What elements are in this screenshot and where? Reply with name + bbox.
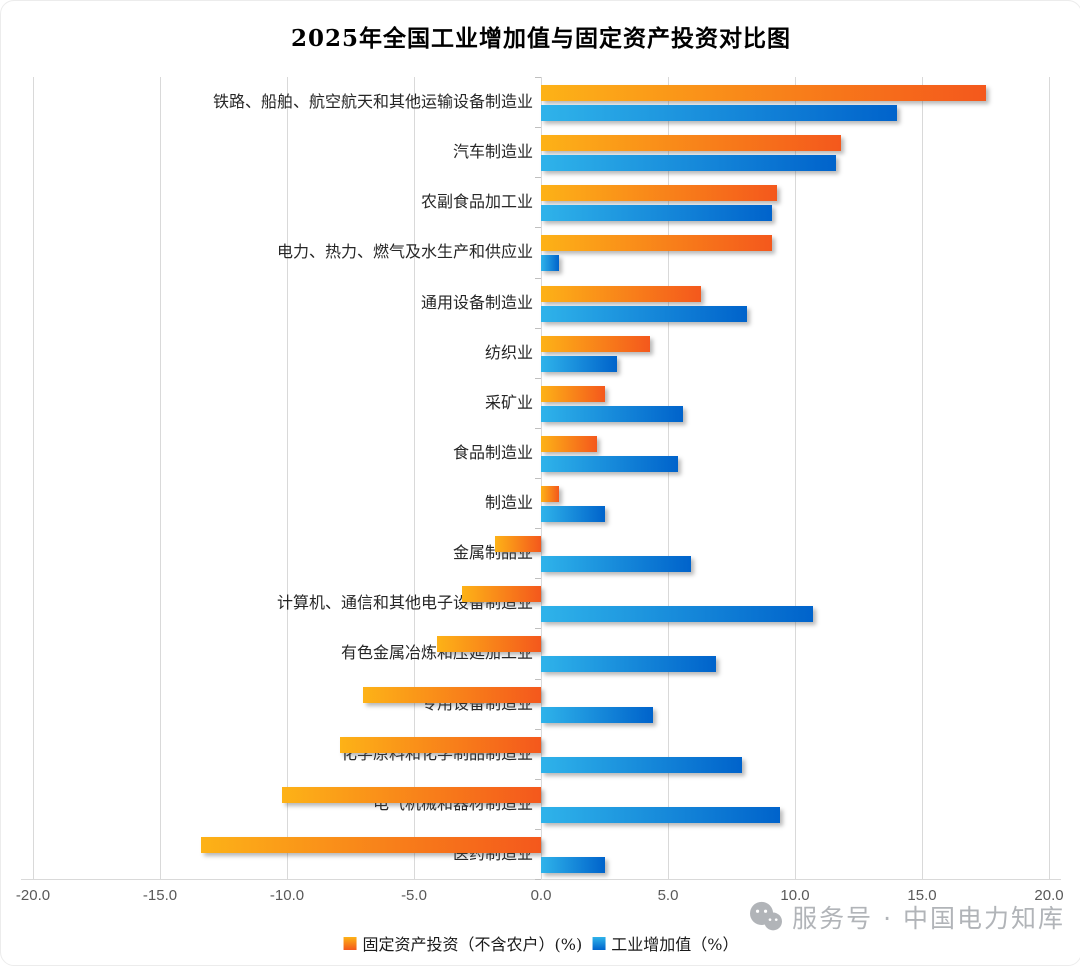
legend-label: 固定资产投资（不含农户）(%) <box>362 935 583 954</box>
category-axis-tick <box>535 127 541 129</box>
category-axis-tick <box>535 77 541 78</box>
x-tick-label: 10.0 <box>780 887 810 904</box>
bar-added-value <box>541 155 836 172</box>
category-axis-tick <box>535 478 541 479</box>
bar-investment <box>541 385 605 402</box>
category-axis-tick <box>535 628 541 630</box>
category-axis-tick <box>535 377 541 379</box>
x-tick-label: -10.0 <box>269 887 305 904</box>
bar-investment <box>541 435 597 452</box>
bar-added-value <box>541 405 684 422</box>
chart-title: 2025年全国工业增加值与固定资产投资对比图 <box>290 25 791 52</box>
bar-investment <box>436 636 541 653</box>
bar-added-value <box>541 856 605 873</box>
gridline-x-15 <box>922 77 923 879</box>
gridline-x--20 <box>33 77 34 879</box>
bar-added-value <box>541 105 897 121</box>
gridline-x--10 <box>287 77 288 879</box>
x-tick-label: -20.0 <box>15 887 51 904</box>
watermark: 服务号 · 中国电力知库 <box>748 899 1065 935</box>
legend-item-investment: 固定资产投资（不含农户）(%) <box>343 931 583 955</box>
bar-added-value <box>541 556 691 573</box>
x-axis-line <box>21 879 1061 880</box>
x-tick-label: 20.0 <box>1034 887 1064 904</box>
bar-added-value <box>541 806 780 823</box>
category-label: 通用设备制造业 <box>420 292 533 312</box>
bar-added-value <box>541 455 679 472</box>
category-axis-tick <box>535 828 541 830</box>
bar-added-value <box>541 656 717 673</box>
category-axis-tick <box>535 728 541 730</box>
x-tick-label: 15.0 <box>907 887 937 904</box>
x-tick-label: 5.0 <box>657 887 679 904</box>
legend-swatch-blue <box>592 936 606 950</box>
bar-added-value <box>541 756 742 773</box>
category-axis-tick <box>535 528 541 530</box>
gridline-x--15 <box>160 77 161 879</box>
watermark-text: 服务号 · 中国电力知库 <box>792 904 1065 933</box>
category-label: 纺织业 <box>484 342 533 362</box>
gridline-x-10 <box>795 77 796 879</box>
bar-investment <box>363 686 541 703</box>
category-label: 汽车制造业 <box>452 142 533 162</box>
x-tick-label: 0.0 <box>530 887 552 904</box>
category-label: 制造业 <box>484 493 533 513</box>
legend-item-added-value: 工业增加值（%） <box>592 931 738 955</box>
category-axis-tick <box>535 578 541 580</box>
gridline-x--5 <box>414 77 415 879</box>
category-label: 铁路、船舶、航空航天和其他运输设备制造业 <box>212 92 533 112</box>
gridline-x-20 <box>1049 77 1050 879</box>
bar-investment <box>541 486 559 502</box>
bar-added-value <box>541 506 605 522</box>
bar-investment <box>541 235 773 252</box>
bar-investment <box>200 836 541 853</box>
x-tick-label: -5.0 <box>401 887 427 904</box>
category-axis-tick <box>535 177 541 179</box>
wechat-icon <box>750 901 783 931</box>
bar-added-value <box>541 606 813 623</box>
chart-legend: 固定资产投资（不含农户）(%) 工业增加值（%） <box>343 931 738 955</box>
bar-investment <box>281 786 541 803</box>
category-axis-tick <box>535 227 541 229</box>
bar-added-value <box>541 355 618 372</box>
legend-swatch-orange <box>343 936 357 950</box>
bar-added-value <box>541 255 559 272</box>
category-axis-tick <box>535 778 541 780</box>
category-label: 电力、热力、燃气及水生产和供应业 <box>276 242 533 262</box>
legend-label: 工业增加值（%） <box>611 935 739 954</box>
category-axis-tick <box>535 427 541 429</box>
bar-investment <box>340 736 541 753</box>
bar-investment <box>541 85 986 101</box>
category-axis-tick <box>535 879 541 880</box>
x-tick-label: -15.0 <box>142 887 178 904</box>
bar-added-value <box>541 305 747 322</box>
category-label: 采矿业 <box>484 392 533 412</box>
bar-investment <box>541 335 651 352</box>
bar-added-value <box>541 706 653 723</box>
category-axis-tick <box>535 327 541 329</box>
bar-investment <box>462 586 541 603</box>
bar-investment <box>541 135 841 152</box>
category-label: 食品制造业 <box>452 442 533 462</box>
bar-investment <box>541 185 778 202</box>
category-label: 农副食品加工业 <box>420 192 533 212</box>
category-axis-tick <box>535 678 541 680</box>
gridline-x-5 <box>668 77 669 879</box>
bar-investment <box>541 285 701 302</box>
bar-added-value <box>541 205 773 222</box>
category-axis-tick <box>535 277 541 279</box>
bar-investment <box>495 536 541 553</box>
gridline-x-0 <box>541 77 542 879</box>
